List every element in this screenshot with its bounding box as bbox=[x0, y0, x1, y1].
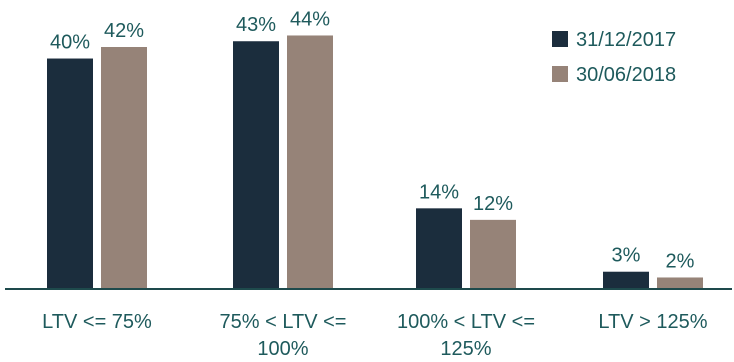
category-labels-layer: LTV <= 75% 75% < LTV <= 100% 100% < LTV <= 1… bbox=[42, 311, 708, 360]
bar-series2-3 bbox=[657, 277, 703, 289]
data-label-series1-2: 14% bbox=[419, 181, 459, 203]
data-label-series2-0: 42% bbox=[104, 20, 144, 42]
bar-series1-0 bbox=[47, 58, 93, 290]
legend-label-1: 31/12/2017 bbox=[576, 29, 676, 51]
bar-series1-2 bbox=[416, 208, 462, 289]
data-label-series2-2: 12% bbox=[473, 193, 513, 215]
bar-series2-2 bbox=[470, 219, 516, 289]
legend-swatch-2 bbox=[552, 66, 568, 82]
data-label-series2-3: 2% bbox=[666, 250, 695, 272]
category-label-3: LTV > 125% bbox=[598, 311, 707, 333]
bar-series2-1 bbox=[287, 35, 333, 289]
data-label-series2-1: 44% bbox=[290, 8, 330, 30]
category-label-1: 75% < LTV <= 100% bbox=[220, 311, 347, 360]
category-label-0: LTV <= 75% bbox=[42, 311, 152, 333]
bars-layer bbox=[47, 35, 703, 290]
legend-swatch-1 bbox=[552, 31, 568, 47]
bar-series1-3 bbox=[603, 271, 649, 289]
legend: 31/12/2017 30/06/2018 bbox=[552, 29, 676, 86]
data-label-series1-3: 3% bbox=[612, 245, 641, 267]
bar-series2-0 bbox=[101, 47, 147, 289]
value-labels-layer: 40% 42% 43% 44% 14% 12% 3% 2% bbox=[50, 8, 695, 272]
data-label-series1-1: 43% bbox=[236, 14, 276, 36]
data-label-series1-0: 40% bbox=[50, 32, 90, 54]
category-label-2: 100% < LTV <= 125% bbox=[397, 311, 535, 360]
bar-series1-1 bbox=[233, 41, 279, 289]
legend-label-2: 30/06/2018 bbox=[576, 64, 676, 86]
